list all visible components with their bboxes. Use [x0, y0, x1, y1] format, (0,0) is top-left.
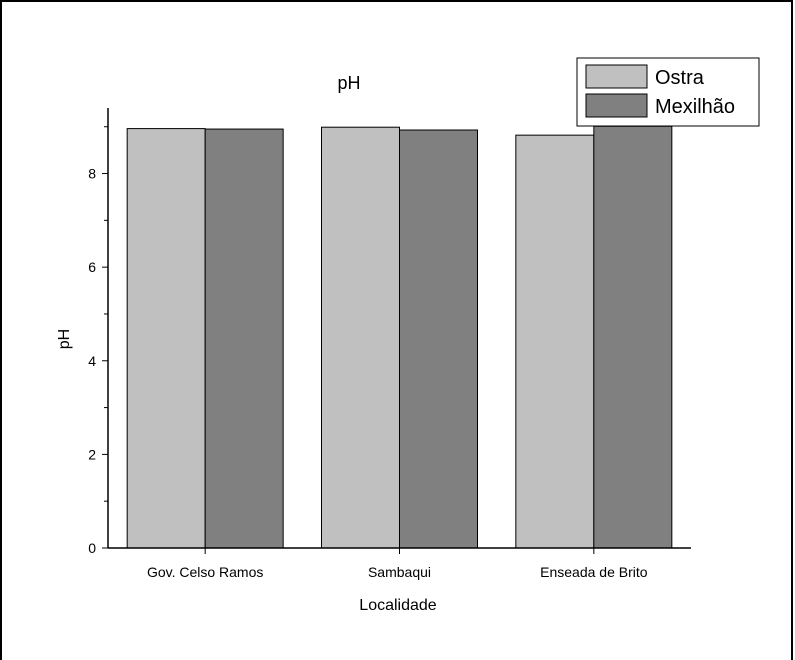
- legend-label-ostra: Ostra: [655, 67, 705, 89]
- x-tick-label: Sambaqui: [368, 564, 431, 580]
- bar-ostra-1: [321, 126, 400, 549]
- bar-mexilhao-1: [399, 129, 478, 549]
- y-tick-label: 8: [88, 166, 96, 182]
- legend-swatch-mexilhao: [585, 93, 648, 118]
- y-tick-label: 0: [88, 540, 96, 556]
- x-ticks: Gov. Celso Ramos Sambaqui Enseada de Brito: [147, 548, 648, 580]
- legend: Ostra Mexilhão: [576, 57, 760, 127]
- y-axis-title: pH: [56, 329, 73, 349]
- x-tick-label: Gov. Celso Ramos: [147, 564, 263, 580]
- legend-swatch-ostra: [585, 64, 648, 89]
- y-tick-label: 6: [88, 259, 96, 275]
- bar-mexilhao-2: [593, 125, 673, 549]
- y-tick-label: 2: [88, 446, 96, 462]
- x-axis-title: Localidade: [359, 597, 437, 614]
- bars-group: [126, 125, 673, 549]
- y-ticks: 0 2 4 6 8: [88, 126, 108, 556]
- bar-ostra-2: [515, 134, 595, 549]
- chart-title: pH: [337, 73, 360, 93]
- legend-label-mexilhao: Mexilhão: [655, 96, 735, 118]
- bar-mexilhao-0: [204, 128, 284, 549]
- y-tick-label: 4: [88, 353, 96, 369]
- x-tick-label: Enseada de Brito: [540, 564, 648, 580]
- bar-ostra-0: [126, 128, 206, 549]
